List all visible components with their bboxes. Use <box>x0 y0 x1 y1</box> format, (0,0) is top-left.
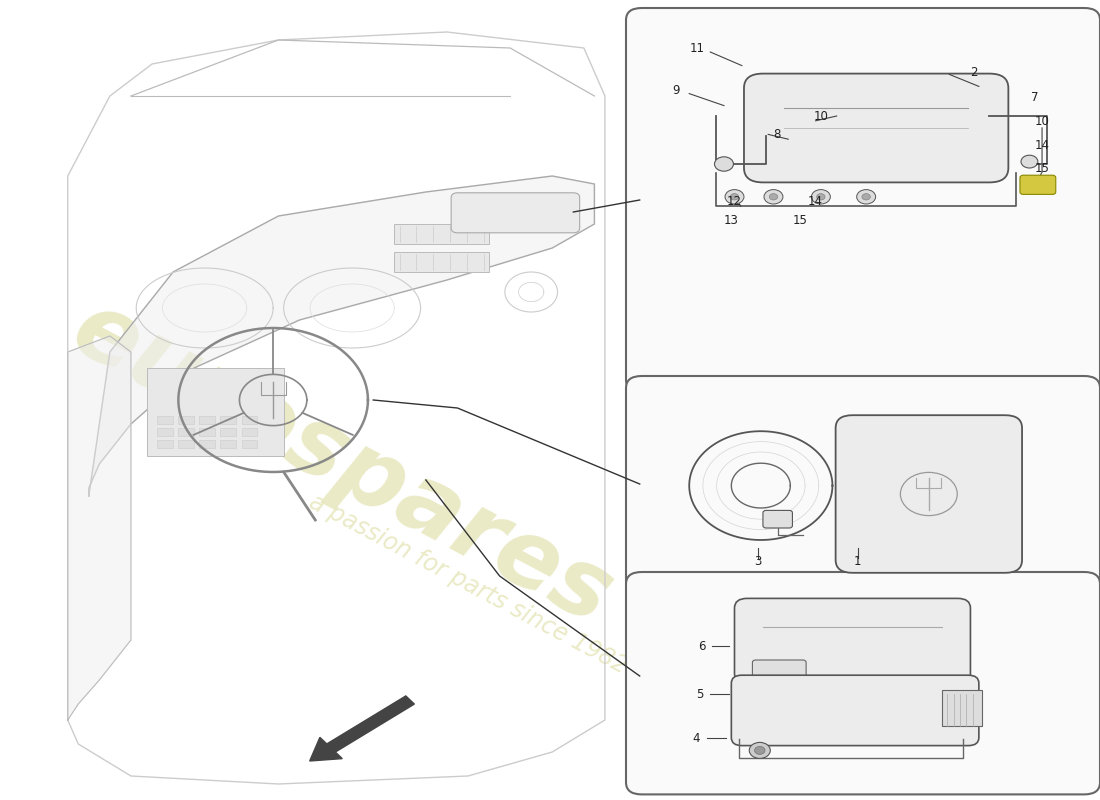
FancyBboxPatch shape <box>451 193 580 233</box>
FancyBboxPatch shape <box>1020 175 1056 194</box>
Circle shape <box>764 190 783 204</box>
FancyBboxPatch shape <box>626 8 1100 392</box>
FancyBboxPatch shape <box>732 675 979 746</box>
Circle shape <box>816 194 825 200</box>
Bar <box>199 428 216 436</box>
Bar <box>394 224 490 244</box>
FancyBboxPatch shape <box>744 74 1009 182</box>
FancyBboxPatch shape <box>626 572 1100 794</box>
FancyBboxPatch shape <box>836 415 1022 573</box>
Bar <box>146 368 284 456</box>
Circle shape <box>755 746 764 754</box>
Circle shape <box>725 190 744 204</box>
Text: 6: 6 <box>698 640 705 653</box>
Text: 7: 7 <box>1031 91 1038 104</box>
Bar <box>178 428 194 436</box>
Text: 10: 10 <box>1035 115 1049 128</box>
Polygon shape <box>68 336 131 720</box>
Bar <box>220 440 236 448</box>
Circle shape <box>715 157 734 171</box>
Text: 12: 12 <box>727 195 742 208</box>
Text: 15: 15 <box>792 214 807 227</box>
Text: 11: 11 <box>690 42 705 54</box>
Polygon shape <box>89 176 594 496</box>
Text: 8: 8 <box>773 128 780 141</box>
Bar <box>199 416 216 424</box>
Text: 9: 9 <box>672 84 680 97</box>
Bar <box>242 440 257 448</box>
Bar <box>178 416 194 424</box>
Bar <box>394 252 490 272</box>
Bar <box>242 416 257 424</box>
Text: 1: 1 <box>854 555 861 568</box>
FancyBboxPatch shape <box>735 598 970 683</box>
Bar <box>220 428 236 436</box>
Text: 5: 5 <box>696 688 703 701</box>
Bar <box>157 428 173 436</box>
Text: a passion for parts since 1982: a passion for parts since 1982 <box>305 490 631 678</box>
Circle shape <box>1021 155 1038 168</box>
Bar <box>942 690 982 726</box>
Text: 13: 13 <box>724 214 739 227</box>
Text: 14: 14 <box>1035 139 1049 152</box>
Circle shape <box>857 190 876 204</box>
Text: eurospares: eurospares <box>56 283 627 645</box>
Text: 15: 15 <box>1035 162 1049 174</box>
FancyArrow shape <box>310 696 415 761</box>
FancyBboxPatch shape <box>763 510 792 528</box>
Text: 3: 3 <box>754 555 761 568</box>
Bar <box>178 440 194 448</box>
Text: 14: 14 <box>808 195 823 208</box>
Text: 10: 10 <box>813 110 828 122</box>
FancyBboxPatch shape <box>752 660 806 682</box>
Circle shape <box>769 194 778 200</box>
Bar <box>199 440 216 448</box>
Circle shape <box>730 194 739 200</box>
Circle shape <box>749 742 770 758</box>
Bar <box>242 428 257 436</box>
Circle shape <box>812 190 830 204</box>
Text: 2: 2 <box>970 66 978 78</box>
Bar <box>157 416 173 424</box>
FancyBboxPatch shape <box>626 376 1100 592</box>
Bar <box>157 440 173 448</box>
Bar <box>220 416 236 424</box>
Text: 4: 4 <box>693 732 701 745</box>
Circle shape <box>862 194 870 200</box>
